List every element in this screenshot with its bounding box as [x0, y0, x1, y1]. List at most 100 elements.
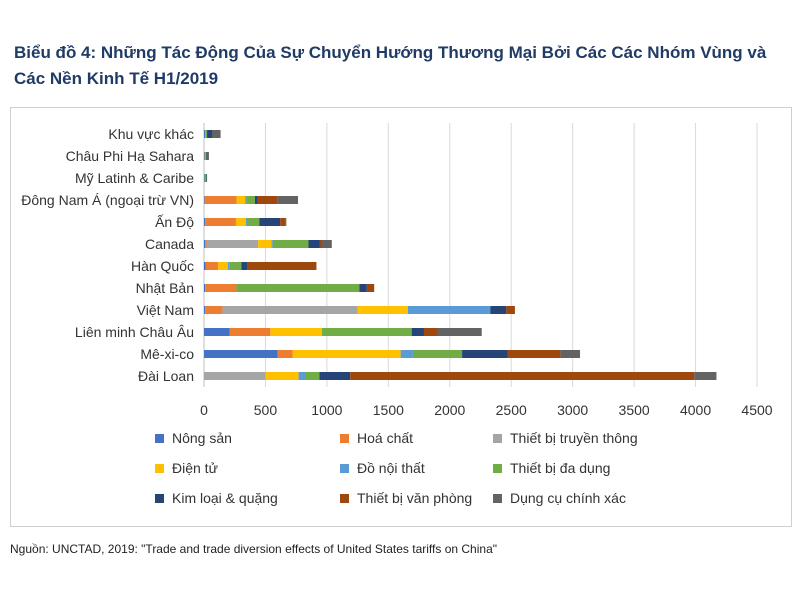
- bar-segment: [204, 196, 205, 204]
- bar-segment: [246, 196, 255, 204]
- bar-segment: [204, 350, 278, 358]
- bar-segment: [235, 218, 246, 226]
- x-tick-label: 1000: [311, 402, 342, 418]
- bar-segment: [292, 350, 401, 358]
- x-tick-label: 4000: [680, 402, 711, 418]
- legend-item: Thiết bị đa dụng: [493, 460, 610, 476]
- legend-label: Dụng cụ chính xác: [510, 490, 626, 506]
- bar-segment: [205, 262, 219, 270]
- bar-segment: [366, 284, 375, 292]
- bar-segment: [245, 218, 248, 226]
- bar-segment: [241, 262, 248, 270]
- legend-swatch: [155, 493, 164, 503]
- bar-segment: [259, 218, 281, 226]
- bar-segment: [271, 240, 273, 248]
- bar-segment: [254, 196, 258, 204]
- bar-segment: [258, 240, 272, 248]
- x-tick-label: 3000: [557, 402, 588, 418]
- legend-item: Đồ nội thất: [340, 460, 425, 476]
- y-tick-label: Nhật Bản: [136, 280, 194, 296]
- bar-segment: [207, 152, 209, 160]
- legend-swatch: [340, 493, 349, 503]
- legend-item: Thiết bị văn phòng: [340, 490, 472, 506]
- bar-segment: [204, 306, 206, 314]
- legend-label: Điện tử: [172, 460, 218, 476]
- bar-segment: [204, 130, 206, 138]
- source-note: Nguồn: UNCTAD, 2019: "Trade and trade di…: [10, 542, 497, 556]
- x-tick-label: 500: [254, 402, 278, 418]
- bar-segment: [321, 328, 412, 336]
- bar-segment: [204, 372, 266, 380]
- bar-segment: [319, 372, 351, 380]
- chart-title: Biểu đồ 4: Những Tác Động Của Sự Chuyển …: [14, 43, 767, 88]
- x-tick-label: 1500: [373, 402, 404, 418]
- bar-segment: [298, 372, 306, 380]
- legend-swatch: [493, 433, 502, 443]
- bar-segment: [205, 218, 236, 226]
- bar-segment: [205, 152, 207, 160]
- legend-label: Hoá chất: [357, 430, 414, 446]
- y-tick-label: Mỹ Latinh & Caribe: [75, 170, 194, 186]
- bar-segment: [462, 350, 508, 358]
- legend-item: Dụng cụ chính xác: [493, 490, 626, 506]
- bar-segment: [204, 284, 206, 292]
- bar-segment: [412, 350, 463, 358]
- bar-segment: [247, 262, 317, 270]
- bar-segment: [560, 350, 581, 358]
- chart-frame: [10, 107, 792, 527]
- legend-swatch: [493, 493, 502, 503]
- legend-item: Hoá chất: [340, 430, 413, 446]
- bar-segment: [236, 284, 360, 292]
- bar-segment: [204, 152, 206, 160]
- bar-segment: [204, 152, 205, 160]
- legend-item: Thiết bị truyền thông: [493, 430, 638, 446]
- legend-swatch: [155, 463, 164, 473]
- bar-segment: [694, 372, 717, 380]
- x-tick-label: 2000: [434, 402, 465, 418]
- legend-swatch: [493, 463, 502, 473]
- bar-segment: [245, 196, 247, 204]
- bar-segment: [247, 218, 260, 226]
- bar-segment: [506, 306, 515, 314]
- bar-segment: [205, 240, 207, 248]
- bar-segment: [357, 306, 408, 314]
- bar-segment: [229, 328, 271, 336]
- y-tick-label: Hàn Quốc: [131, 258, 194, 274]
- bar-segment: [285, 218, 287, 226]
- bar-segment: [272, 240, 309, 248]
- legend-item: Kim loại & quặng: [155, 490, 278, 506]
- bar-segment: [319, 240, 322, 248]
- bar-segment: [205, 306, 223, 314]
- bar-segment: [204, 262, 206, 270]
- bar-segment: [206, 174, 208, 182]
- bar-segment: [400, 350, 413, 358]
- bar-segment: [207, 130, 212, 138]
- x-tick-label: 4500: [741, 402, 772, 418]
- bar-segment: [218, 262, 228, 270]
- y-tick-label: Mê-xi-co: [140, 346, 194, 362]
- bar-segment: [205, 130, 208, 138]
- legend-label: Kim loại & quặng: [172, 490, 278, 506]
- bar-segment: [277, 196, 299, 204]
- bar-segment: [222, 306, 358, 314]
- bar-segment: [205, 284, 237, 292]
- bar-segment: [229, 262, 242, 270]
- legend-item: Nông sản: [155, 430, 232, 446]
- bar-segment: [204, 174, 205, 182]
- y-tick-label: Khu vực khác: [108, 126, 194, 142]
- legend-item: Điện tử: [155, 460, 218, 476]
- legend-label: Đồ nội thất: [357, 460, 425, 476]
- x-tick-label: 3500: [619, 402, 650, 418]
- y-tick-label: Ấn Độ: [155, 214, 194, 230]
- legend-label: Thiết bị đa dụng: [510, 460, 611, 476]
- bar-segment: [211, 130, 221, 138]
- legend-swatch: [340, 463, 349, 473]
- bar-segment: [265, 372, 299, 380]
- bar-segment: [280, 218, 286, 226]
- bar-segment: [204, 174, 207, 182]
- y-tick-label: Đài Loan: [138, 368, 194, 384]
- bar-segment: [411, 328, 424, 336]
- legend-label: Nông sản: [172, 430, 232, 446]
- bar-segment: [407, 306, 491, 314]
- y-tick-label: Canada: [145, 236, 194, 252]
